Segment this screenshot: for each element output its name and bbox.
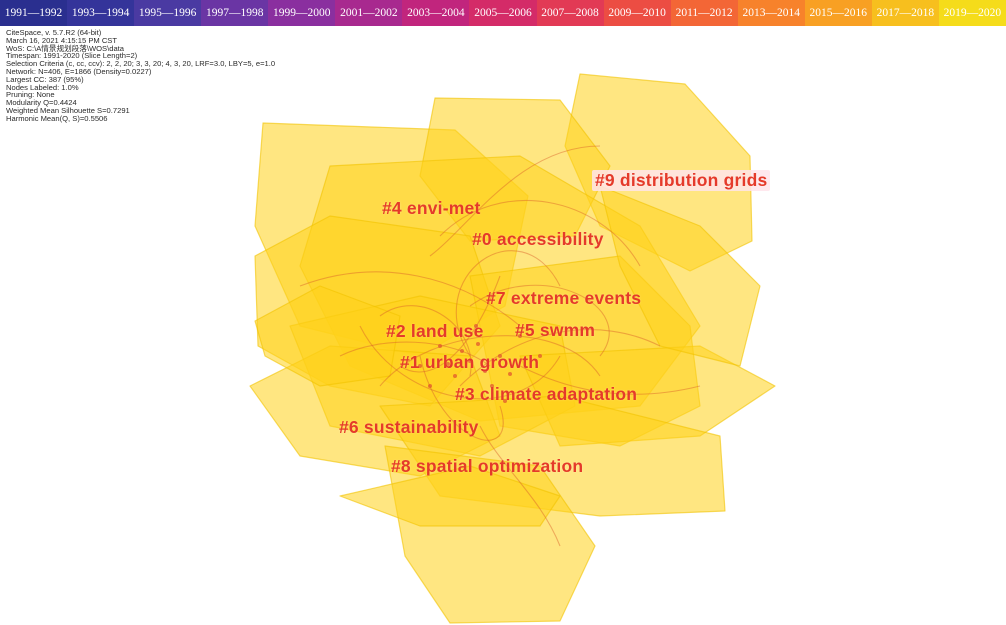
cluster-label-spatial-optimization: #8 spatial optimization	[391, 456, 584, 476]
timeline-slice: 2019—2020	[938, 0, 1006, 26]
network-node	[518, 334, 522, 338]
cluster-region	[599, 185, 761, 367]
citation-link	[519, 365, 701, 395]
citation-link	[469, 284, 610, 357]
citation-link	[379, 305, 472, 377]
cluster-label-accessibility: #0 accessibility	[472, 229, 604, 249]
network-node	[453, 374, 457, 378]
meta-line: WoS: C:\A情景规划段落\WOS\data	[6, 43, 125, 53]
timeline-slice: 1995—1996	[134, 0, 202, 26]
timeline-slice: 1997—1998	[201, 0, 269, 26]
cluster-label-sustainability: #6 sustainability	[339, 417, 479, 437]
meta-line: Nodes Labeled: 1.0%	[6, 82, 79, 92]
meta-line: CiteSpace, v. 5.7.R2 (64-bit)	[6, 28, 102, 37]
network-node	[446, 362, 450, 366]
meta-line: Weighted Mean Silhouette S=0.7291	[6, 105, 130, 115]
citation-link	[439, 199, 641, 267]
cluster-network-graph	[249, 73, 776, 624]
citation-link	[429, 145, 601, 257]
citation-link	[379, 335, 601, 387]
meta-line: Network: N=406, E=1866 (Density=0.0227)	[6, 66, 152, 76]
timeline-legend: 1991—1992 1993—1994 1995—1996 1997—1998 …	[0, 0, 1006, 26]
network-node	[503, 399, 507, 403]
cluster-label-land-use: #2 land use	[386, 321, 484, 341]
cluster-region	[339, 465, 561, 527]
network-summary: CiteSpace, v. 5.7.R2 (64-bit) March 16, …	[6, 29, 275, 123]
timeline-slice: 2013—2014	[737, 0, 805, 26]
meta-line: Timespan: 1991-2020 (Slice Length=2)	[6, 51, 138, 61]
cluster-regions	[249, 73, 776, 624]
network-node	[418, 364, 422, 368]
timeline-slice: 2015—2016	[804, 0, 872, 26]
timeline-slice: 1999—2000	[268, 0, 336, 26]
cluster-label-distribution-grids: #9 distribution grids	[592, 170, 771, 191]
timeline-slice: 2011—2012	[670, 0, 738, 26]
cluster-label-climate-adaptation: #3 climate adaptation	[455, 384, 638, 404]
citation-link	[399, 275, 501, 373]
citation-link	[479, 425, 561, 547]
meta-line: Pruning: None	[6, 90, 55, 100]
citation-link	[359, 325, 561, 400]
timeline-slice: 1993—1994	[67, 0, 135, 26]
citation-links	[299, 145, 701, 547]
network-node	[474, 324, 478, 328]
citation-link	[455, 250, 561, 357]
network-nodes	[418, 324, 542, 403]
meta-line: Modularity Q=0.4424	[6, 98, 77, 108]
timeline-slice: 2007—2008	[536, 0, 604, 26]
network-node	[483, 369, 487, 373]
cluster-label-urban-growth: #1 urban growth	[400, 352, 540, 372]
meta-line: March 16, 2021 4:15:15 PM CST	[6, 35, 118, 45]
citation-link	[339, 341, 491, 367]
timeline-slice: 2003—2004	[402, 0, 470, 26]
citation-link	[459, 329, 661, 387]
network-node	[438, 344, 442, 348]
cluster-region	[254, 285, 401, 387]
network-node	[498, 354, 502, 358]
network-node	[468, 359, 472, 363]
cluster-label-envi-met: #4 envi-met	[382, 198, 481, 218]
timeline-slice: 2017—2018	[871, 0, 939, 26]
timeline-slice: 2005—2006	[469, 0, 537, 26]
network-node	[490, 384, 494, 388]
cluster-label-extreme-events: #7 extreme events	[486, 288, 642, 308]
network-node	[476, 342, 480, 346]
meta-line: Largest CC: 387 (95%)	[6, 74, 84, 84]
timeline-slice: 2009—2010	[603, 0, 671, 26]
network-node	[508, 372, 512, 376]
citation-link	[299, 271, 521, 327]
network-node	[538, 354, 542, 358]
cluster-label-swmm: #5 swmm	[515, 320, 596, 340]
network-node	[428, 384, 432, 388]
meta-line: Selection Criteria (c, cc, ccv): 2, 2, 2…	[6, 59, 276, 69]
meta-line: Harmonic Mean(Q, S)=0.5506	[6, 113, 108, 123]
timeline-slice: 1991—1992	[0, 0, 68, 26]
network-node	[460, 349, 464, 353]
timeline-slice: 2001—2002	[335, 0, 403, 26]
